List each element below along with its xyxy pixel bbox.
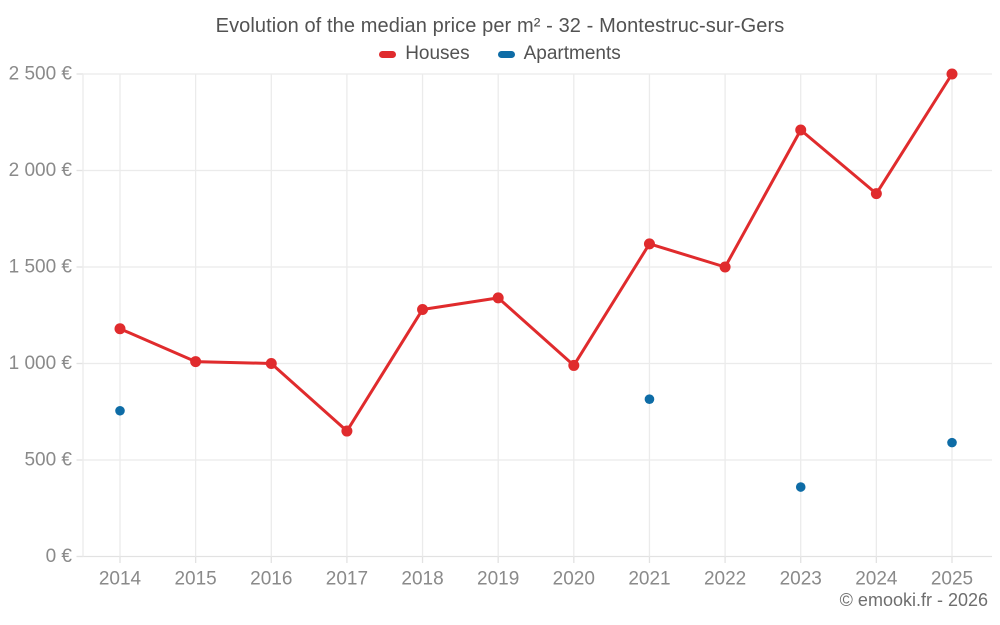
x-axis-tick-label: 2021 (628, 569, 670, 590)
y-axis-tick-label: 0 € (46, 546, 73, 567)
x-axis-tick-label: 2017 (326, 569, 368, 590)
apartments-data-point (644, 394, 655, 405)
houses-data-point (568, 359, 580, 371)
apartments-data-point (795, 482, 806, 492)
apartments-legend-swatch (497, 50, 515, 58)
y-axis-tick-label: 2 500 € (9, 64, 73, 85)
houses-data-point (946, 68, 958, 80)
houses-data-point (417, 303, 429, 315)
houses-line (118, 72, 954, 433)
x-axis-tick-label: 2022 (704, 569, 746, 590)
houses-data-point (190, 356, 202, 368)
x-axis-tick-label: 2016 (250, 569, 292, 590)
houses-legend-label: Houses (405, 43, 470, 64)
chart-legend: Houses Apartments (0, 43, 1000, 65)
legend-item-apartments[interactable]: Apartments (497, 43, 621, 65)
x-axis-tick-label: 2025 (931, 569, 973, 590)
x-axis-tick-label: 2024 (855, 569, 898, 590)
houses-data-point (643, 238, 655, 250)
houses-data-point (870, 188, 882, 200)
chart-title: Evolution of the median price per m² - 3… (215, 15, 785, 37)
houses-data-point (341, 425, 353, 437)
x-axis-tick-label: 2023 (780, 569, 822, 590)
houses-legend-swatch (379, 50, 397, 58)
copyright-watermark: © emooki.fr - 2026 (839, 590, 988, 610)
y-axis-tick-label: 500 € (24, 450, 72, 471)
apartments-legend-label: Apartments (523, 43, 621, 64)
houses-data-point (492, 292, 504, 304)
x-axis-tick-label: 2019 (477, 569, 519, 590)
legend-item-houses[interactable]: Houses (379, 43, 470, 65)
houses-data-point (114, 323, 126, 335)
x-axis-tick-label: 2015 (174, 569, 216, 590)
houses-data-point (719, 261, 731, 273)
apartments-data-point (115, 405, 125, 416)
x-axis-tick-label: 2014 (99, 569, 142, 590)
x-axis-tick-label: 2018 (401, 569, 443, 590)
x-axis-tick-label: 2020 (553, 569, 595, 590)
apartments-data-point (947, 437, 957, 448)
houses-data-point (795, 124, 807, 136)
y-axis-tick-label: 2 000 € (9, 160, 73, 181)
houses-data-point (265, 358, 277, 369)
y-axis-tick-label: 1 000 € (9, 353, 73, 374)
y-axis-tick-label: 1 500 € (9, 257, 73, 278)
